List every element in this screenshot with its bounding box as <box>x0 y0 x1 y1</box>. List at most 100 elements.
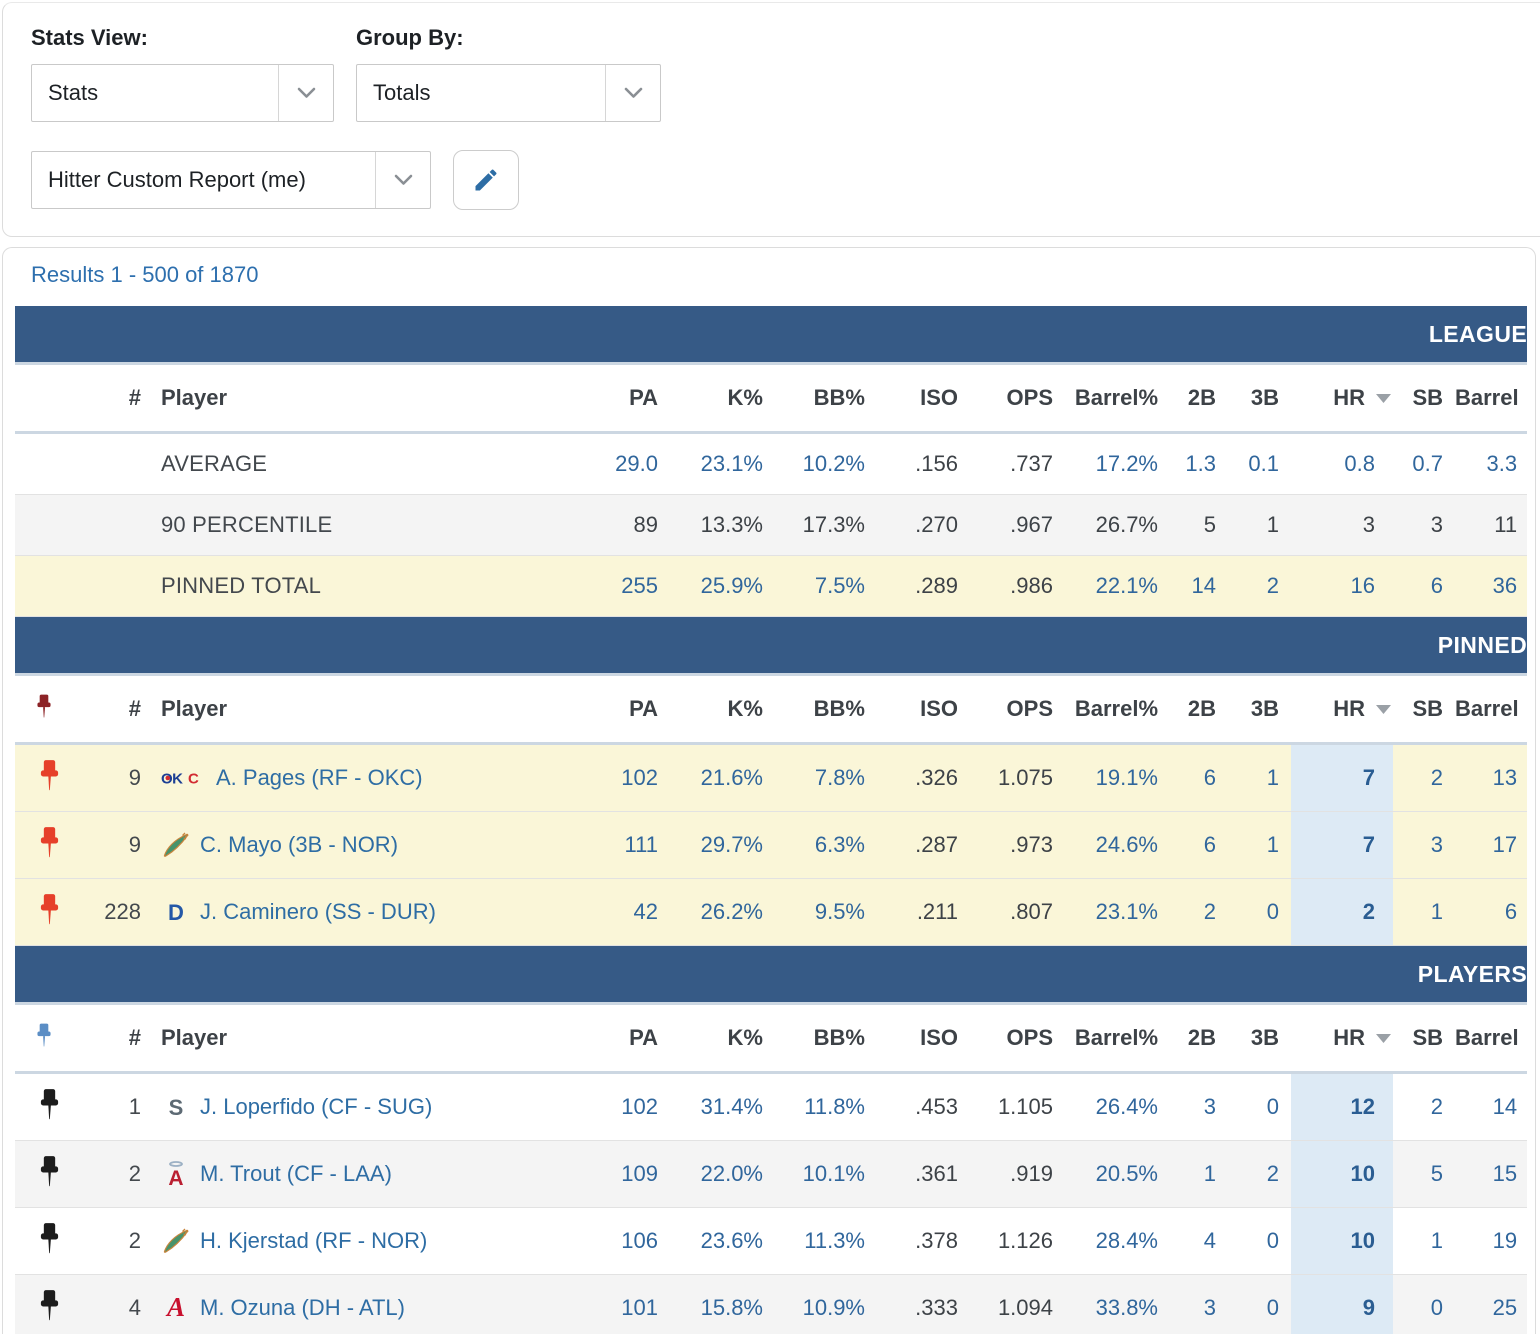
barrel-value: 13 <box>1455 745 1528 812</box>
pa-value: 101 <box>550 1275 670 1334</box>
column-header-rank: # <box>73 365 153 434</box>
barrel-value: 17 <box>1455 812 1528 879</box>
column-header-bb_pct[interactable]: BB% <box>775 1005 877 1074</box>
player-cell: C. Mayo (3B - NOR) <box>153 812 550 879</box>
triples-value: 0 <box>1228 879 1291 946</box>
iso-value: .361 <box>877 1141 970 1208</box>
column-header-player[interactable]: Player <box>153 676 550 745</box>
filters-panel: Stats View: Stats Group By: Totals <box>2 2 1540 237</box>
player-cell: D J. Caminero (SS - DUR) <box>153 879 550 946</box>
group-by-select[interactable]: Totals <box>356 64 661 122</box>
player-link[interactable]: J. Loperfido (CF - SUG) <box>200 1094 433 1119</box>
pinned-table-row: 9 OK C A. Pages (RF - OKC) 102 21.6% 7.8% .32… <box>15 745 1528 812</box>
doubles-value: 1.3 <box>1170 434 1228 495</box>
column-header-hr[interactable]: HR <box>1291 676 1393 745</box>
pin-toggle-icon[interactable] <box>15 1275 73 1334</box>
column-header-sb[interactable]: SB <box>1393 365 1455 434</box>
column-header-pa[interactable]: PA <box>550 676 670 745</box>
column-header-doubles[interactable]: 2B <box>1170 1005 1228 1074</box>
rank-value: 2 <box>73 1141 153 1208</box>
k_pct-value: 23.6% <box>670 1208 775 1275</box>
bb_pct-value: 9.5% <box>775 879 877 946</box>
column-header-k_pct[interactable]: K% <box>670 1005 775 1074</box>
column-header-k_pct[interactable]: K% <box>670 676 775 745</box>
hr-value: 10 <box>1291 1208 1393 1275</box>
column-header-iso[interactable]: ISO <box>877 1005 970 1074</box>
player-cell: S J. Loperfido (CF - SUG) <box>153 1074 550 1141</box>
column-header-triples[interactable]: 3B <box>1228 1005 1291 1074</box>
column-header-iso[interactable]: ISO <box>877 676 970 745</box>
column-header-pa[interactable]: PA <box>550 365 670 434</box>
stats-view-select[interactable]: Stats <box>31 64 334 122</box>
player-link[interactable]: J. Caminero (SS - DUR) <box>200 899 436 924</box>
column-header-triples[interactable]: 3B <box>1228 365 1291 434</box>
pin-toggle-icon[interactable] <box>15 879 73 946</box>
team-logo-laa: A <box>161 1160 191 1189</box>
column-header-triples[interactable]: 3B <box>1228 676 1291 745</box>
column-header-hr[interactable]: HR <box>1291 365 1393 434</box>
column-header-barrel_pct[interactable]: Barrel% <box>1065 365 1170 434</box>
pin-toggle-icon[interactable] <box>15 1208 73 1275</box>
column-header-sb[interactable]: SB <box>1393 1005 1455 1074</box>
player-link[interactable]: M. Trout (CF - LAA) <box>200 1161 392 1186</box>
group-by-label: Group By: <box>356 25 464 50</box>
rank-value: 2 <box>73 1208 153 1275</box>
row-label: 90 PERCENTILE <box>153 495 550 556</box>
pinned-table-row: 228 D J. Caminero (SS - DUR) 42 26.2% 9.5% .2… <box>15 879 1528 946</box>
barrel_pct-value: 28.4% <box>1065 1208 1170 1275</box>
k_pct-value: 21.6% <box>670 745 775 812</box>
pa-value: 106 <box>550 1208 670 1275</box>
team-logo-okc: OK C <box>161 767 207 789</box>
column-header-bb_pct[interactable]: BB% <box>775 365 877 434</box>
pin-toggle-icon[interactable] <box>15 745 73 812</box>
column-header-barrel_pct[interactable]: Barrel% <box>1065 676 1170 745</box>
column-header-doubles[interactable]: 2B <box>1170 676 1228 745</box>
column-header-pa[interactable]: PA <box>550 1005 670 1074</box>
barrel-value: 6 <box>1455 879 1528 946</box>
edit-report-button[interactable] <box>453 150 519 210</box>
chevron-down-icon <box>278 65 333 121</box>
rank-value: 228 <box>73 879 153 946</box>
column-header-ops[interactable]: OPS <box>970 365 1065 434</box>
column-header-ops[interactable]: OPS <box>970 676 1065 745</box>
pin-toggle-icon[interactable] <box>15 1074 73 1141</box>
column-header-doubles[interactable]: 2B <box>1170 365 1228 434</box>
pin-toggle-icon[interactable] <box>15 812 73 879</box>
barrel_pct-value: 24.6% <box>1065 812 1170 879</box>
pinned-header-pin-icon <box>15 676 73 745</box>
triples-value: 2 <box>1228 556 1291 617</box>
bb_pct-value: 11.8% <box>775 1074 877 1141</box>
player-link[interactable]: C. Mayo (3B - NOR) <box>200 832 399 857</box>
k_pct-value: 31.4% <box>670 1074 775 1141</box>
column-header-ops[interactable]: OPS <box>970 1005 1065 1074</box>
column-header-barrel[interactable]: Barrel <box>1455 365 1528 434</box>
results-count-link[interactable]: Results 1 - 500 of 1870 <box>31 262 259 287</box>
player-cell: A M. Trout (CF - LAA) <box>153 1141 550 1208</box>
pinned-column-header-row: # Player PA K% BB% ISO OPS Barrel% 2B 3B HR SB Barre… <box>15 676 1528 745</box>
player-link[interactable]: H. Kjerstad (RF - NOR) <box>200 1228 428 1253</box>
column-header-hr[interactable]: HR <box>1291 1005 1393 1074</box>
column-header-k_pct[interactable]: K% <box>670 365 775 434</box>
player-link[interactable]: M. Ozuna (DH - ATL) <box>200 1295 405 1320</box>
column-header-bb_pct[interactable]: BB% <box>775 676 877 745</box>
pin-toggle-icon[interactable] <box>15 1141 73 1208</box>
sort-desc-icon <box>1376 704 1391 714</box>
column-header-barrel_pct[interactable]: Barrel% <box>1065 1005 1170 1074</box>
column-header-sb[interactable]: SB <box>1393 676 1455 745</box>
rank-value: 1 <box>73 1074 153 1141</box>
report-select[interactable]: Hitter Custom Report (me) <box>31 151 431 209</box>
triples-value: 0 <box>1228 1275 1291 1334</box>
column-header-barrel[interactable]: Barrel <box>1455 676 1528 745</box>
section-bar-row: PINNED <box>15 617 1528 676</box>
column-header-barrel[interactable]: Barrel <box>1455 1005 1528 1074</box>
column-header-player[interactable]: Player <box>153 365 550 434</box>
column-header-player[interactable]: Player <box>153 1005 550 1074</box>
player-link[interactable]: A. Pages (RF - OKC) <box>216 765 423 790</box>
players-table-row: 4 A M. Ozuna (DH - ATL) 101 15.8% 10.9% .333 1… <box>15 1275 1528 1334</box>
pin-cell-empty <box>15 556 73 617</box>
pin-column-header-empty <box>15 365 73 434</box>
rank-value <box>73 556 153 617</box>
column-header-iso[interactable]: ISO <box>877 365 970 434</box>
row-label: PINNED TOTAL <box>153 556 550 617</box>
triples-value: 1 <box>1228 495 1291 556</box>
